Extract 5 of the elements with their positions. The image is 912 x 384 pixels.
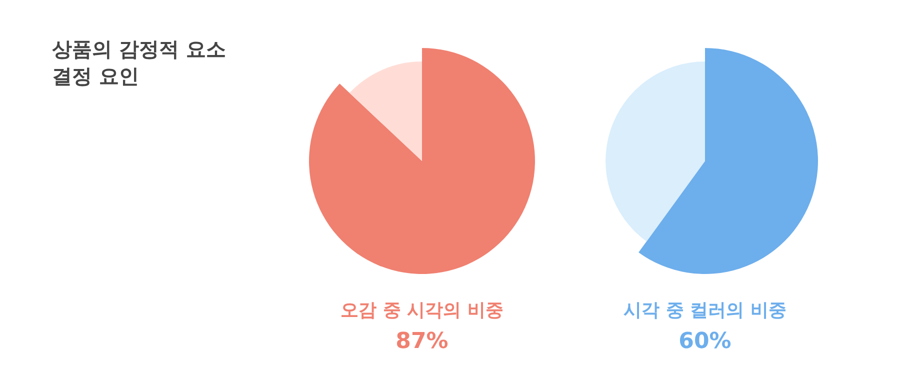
data-label: 87% bbox=[396, 329, 448, 354]
text: 오감 중 시각의 비중 bbox=[340, 300, 504, 321]
text: 상품의 감정적 요소 결정 요인 bbox=[52, 37, 226, 88]
data-label: 60% bbox=[678, 329, 732, 354]
text: 시각 중 컬러의 비중 bbox=[624, 300, 786, 321]
